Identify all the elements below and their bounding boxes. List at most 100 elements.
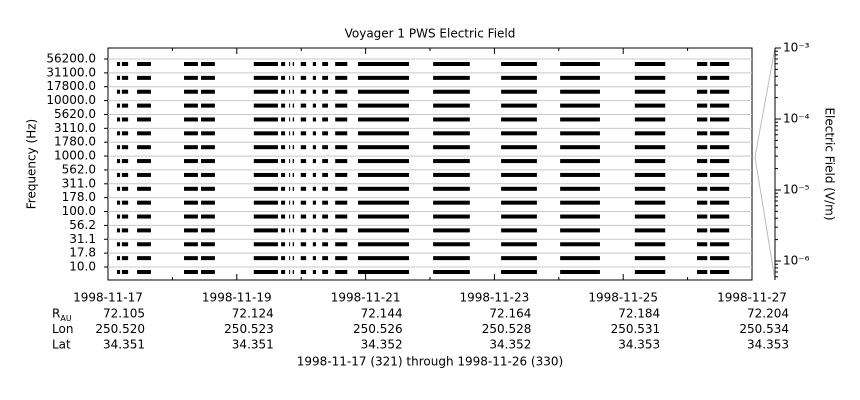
- spectrum-band: [433, 186, 470, 191]
- data-interval: [357, 62, 409, 274]
- spectrum-band: [289, 117, 291, 122]
- spectrum-band: [433, 131, 470, 136]
- spectrum-band: [357, 270, 409, 274]
- spectrum-band: [357, 159, 409, 164]
- spectrum-band: [184, 200, 198, 205]
- spectrum-band: [335, 89, 348, 94]
- spectrum-band: [121, 75, 129, 80]
- y-tick-label: 1780.0: [54, 135, 96, 149]
- data-interval: [335, 62, 348, 274]
- y-tick-label: 56200.0: [46, 52, 96, 66]
- spectrum-band: [696, 228, 708, 233]
- spectrum-band: [560, 75, 600, 80]
- spectrum-band: [357, 117, 409, 122]
- spectrum-band: [322, 117, 329, 122]
- spectrum-band: [501, 186, 537, 191]
- spectrum-band: [322, 103, 329, 108]
- data-interval: [116, 62, 121, 274]
- spectrum-band: [281, 145, 286, 150]
- spectrum-band: [184, 186, 198, 191]
- spectrum-band: [300, 270, 307, 274]
- spectrum-band: [116, 186, 121, 191]
- spectrum-band: [300, 228, 307, 233]
- spectrum-band: [201, 228, 215, 233]
- spectrum-band: [121, 186, 129, 191]
- spectrum-band: [696, 75, 708, 80]
- spectrum-band: [357, 242, 409, 247]
- spectrum-band: [253, 62, 278, 66]
- spectrum-band: [184, 214, 198, 219]
- spectrum-band: [312, 117, 316, 122]
- spectrum-band: [201, 62, 215, 66]
- spectrum-band: [312, 131, 316, 136]
- spectrum-band: [501, 256, 537, 261]
- ephemeris-value: 34.353: [618, 338, 660, 352]
- spectrum-band: [121, 117, 129, 122]
- y-tick-label: 31100.0: [46, 65, 96, 79]
- spectrum-band: [696, 200, 708, 205]
- spectrum-band: [289, 159, 291, 164]
- spectrum-band: [253, 270, 278, 274]
- x-tick-label: 1998-11-21: [331, 291, 401, 305]
- spectrum-band: [335, 214, 348, 219]
- spectrum-band: [201, 186, 215, 191]
- data-interval: [322, 62, 329, 274]
- spectrum-band: [121, 159, 129, 164]
- spectrum-band: [709, 214, 730, 219]
- ephemeris-value: 250.520: [95, 322, 145, 336]
- ephemeris-value: 250.534: [739, 322, 789, 336]
- spectrum-band: [289, 145, 291, 150]
- spectrum-band: [357, 89, 409, 94]
- spectrum-band: [300, 75, 307, 80]
- spectrum-band: [116, 159, 121, 164]
- chart-title: Voyager 1 PWS Electric Field: [345, 27, 516, 41]
- spectrum-band: [560, 172, 600, 177]
- spectrum-band: [335, 62, 348, 66]
- spectrum-band: [292, 186, 295, 191]
- spectrum-band: [501, 145, 537, 150]
- spectrum-band: [709, 256, 730, 261]
- spectrum-band: [433, 242, 470, 247]
- spectrum-band: [357, 256, 409, 261]
- spectrum-band: [696, 145, 708, 150]
- spectrum-band: [201, 214, 215, 219]
- spectrum-band: [357, 75, 409, 80]
- spectrum-band: [433, 172, 470, 177]
- spectrum-band: [137, 172, 151, 177]
- ephemeris-value: 34.351: [103, 338, 145, 352]
- spectrum-band: [253, 242, 278, 247]
- spectrum-band: [289, 172, 291, 177]
- spectrum-band: [560, 89, 600, 94]
- spectrum-band: [335, 186, 348, 191]
- spectrum-band: [709, 103, 730, 108]
- spectrum-band: [253, 159, 278, 164]
- spectrum-band: [433, 228, 470, 233]
- spectrum-band: [201, 242, 215, 247]
- x-tick-label: 1998-11-27: [717, 291, 787, 305]
- spectrum-band: [501, 103, 537, 108]
- spectrum-band: [184, 172, 198, 177]
- spectrum-band: [501, 172, 537, 177]
- data-interval: [281, 62, 286, 274]
- ephemeris-value: 250.528: [482, 322, 532, 336]
- ephemeris-value: 250.526: [353, 322, 403, 336]
- spectrum-band: [300, 131, 307, 136]
- spectrum-band: [253, 145, 278, 150]
- spectrum-band: [116, 214, 121, 219]
- spectrum-band: [322, 256, 329, 261]
- spectrum-band: [501, 89, 537, 94]
- spectrum-band: [560, 62, 600, 66]
- spectrum-band: [335, 117, 348, 122]
- ephemeris-label: Lat: [52, 338, 71, 352]
- data-interval: [560, 62, 600, 274]
- y-tick-label: 178.0: [62, 190, 96, 204]
- spectrum-band: [322, 228, 329, 233]
- spectrum-band: [433, 256, 470, 261]
- spectrum-band: [696, 242, 708, 247]
- spectrum-band: [634, 89, 666, 94]
- spectrum-band: [253, 256, 278, 261]
- spectrum-band: [433, 89, 470, 94]
- spectrum-band: [696, 256, 708, 261]
- spectrum-band: [137, 200, 151, 205]
- spectrum-band: [335, 200, 348, 205]
